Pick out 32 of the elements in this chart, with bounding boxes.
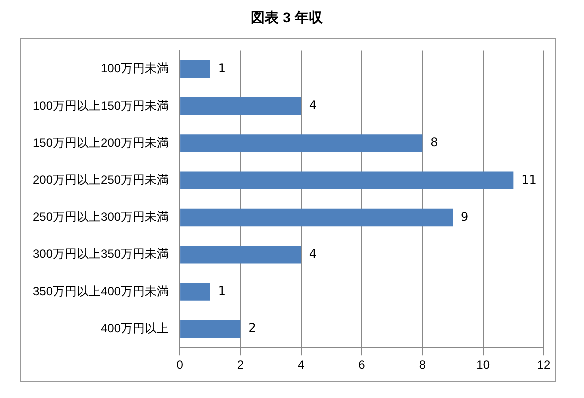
- data-label: 1: [218, 61, 226, 76]
- x-tick-label: 12: [537, 358, 551, 372]
- data-label: 1: [218, 284, 226, 298]
- chart-title: 図表 3 年収: [251, 9, 324, 26]
- x-tick-label: 0: [176, 358, 184, 372]
- y-tick-label: 200万円以上250万円未満: [32, 172, 170, 187]
- bar: [180, 60, 210, 78]
- y-tick-label: 250万円以上300万円未満: [32, 210, 170, 224]
- bar: [180, 208, 454, 227]
- x-tick-label: 2: [237, 358, 244, 372]
- bar: [180, 172, 514, 190]
- bar: [180, 98, 302, 116]
- y-tick-label: 150万円以上200万円未満: [32, 136, 170, 150]
- data-label: 2: [248, 321, 256, 336]
- y-tick-label: 300万円以上350万円未満: [32, 247, 170, 262]
- data-label: 9: [461, 210, 469, 224]
- x-tick-label: 8: [419, 358, 426, 372]
- x-tick-label: 6: [358, 358, 366, 372]
- bar: [180, 283, 210, 301]
- bar: [180, 246, 302, 264]
- data-label: 11: [522, 172, 537, 187]
- data-label: 4: [309, 246, 318, 261]
- bar: [180, 320, 241, 338]
- y-tick-label: 400万円以上: [101, 321, 170, 336]
- bar: [180, 134, 423, 152]
- data-label: 4: [309, 98, 318, 113]
- y-tick-label: 100万円以上150万円未満: [32, 98, 170, 113]
- y-tick-label: 350万円以上400万円未満: [32, 284, 170, 298]
- x-tick-label: 10: [476, 358, 490, 372]
- y-tick-label: 100万円未満: [101, 62, 170, 76]
- data-label: 8: [430, 136, 438, 150]
- x-tick-label: 4: [298, 358, 306, 372]
